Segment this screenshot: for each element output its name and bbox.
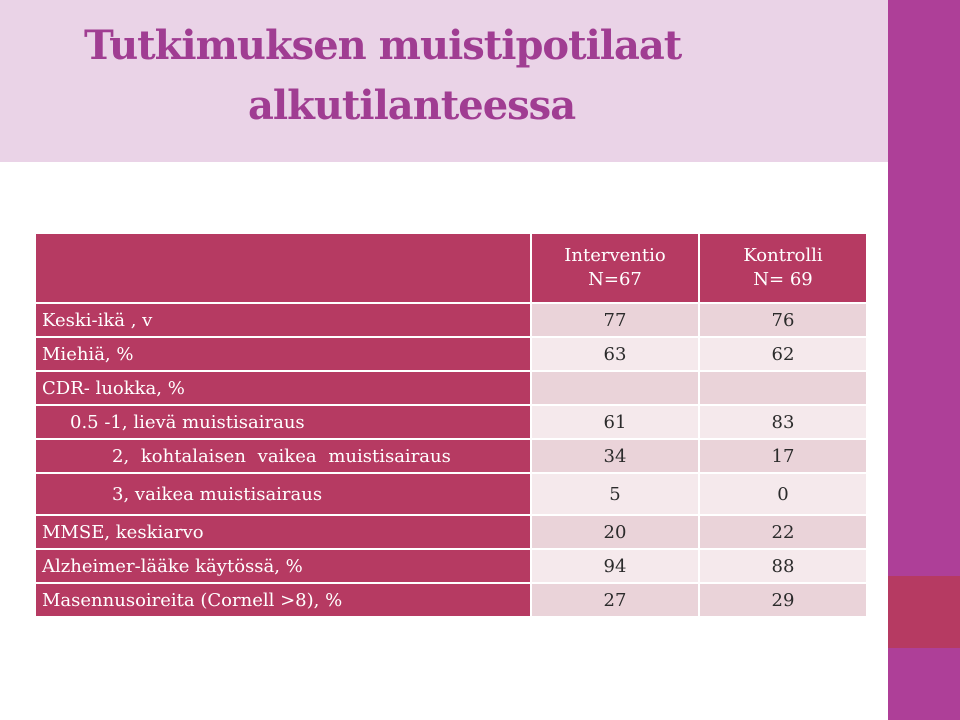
- table-row: Masennusoireita (Cornell >8), % 27 29: [34, 582, 868, 618]
- decorative-accent-block: [888, 576, 960, 648]
- cell-intervention: 94: [530, 548, 700, 584]
- table-row: Miehiä, % 63 62: [34, 336, 868, 372]
- slide-title-line-2: alkutilanteessa: [248, 82, 576, 129]
- table-row: Alzheimer-lääke käytössä, % 94 88: [34, 548, 868, 584]
- table-row: CDR- luokka, %: [34, 370, 868, 406]
- cell-control: 62: [698, 336, 868, 372]
- cell-control: 83: [698, 404, 868, 440]
- header-control-n: N= 69: [753, 269, 813, 290]
- table-row: 2, kohtalaisen vaikea muistisairaus 34 1…: [34, 438, 868, 474]
- cell-intervention: 61: [530, 404, 700, 440]
- cell-control: 76: [698, 302, 868, 338]
- row-label-age: Keski-ikä , v: [34, 302, 532, 338]
- header-intervention-n: N=67: [588, 269, 642, 290]
- cell-control: 17: [698, 438, 868, 474]
- cell-intervention: 27: [530, 582, 700, 618]
- cell-intervention: 34: [530, 438, 700, 474]
- cell-intervention: 77: [530, 302, 700, 338]
- title-band: [0, 0, 888, 162]
- cell-control: 22: [698, 514, 868, 550]
- row-label-mmse: MMSE, keskiarvo: [34, 514, 532, 550]
- cell-intervention: 20: [530, 514, 700, 550]
- slide-title-line-1: Tutkimuksen muistipotilaat: [84, 22, 682, 69]
- table-row: Keski-ikä , v 77 76: [34, 302, 868, 338]
- header-intervention: Interventio N=67: [530, 232, 700, 304]
- row-label-cdr-mild: 0.5 -1, lievä muistisairaus: [34, 404, 532, 440]
- table-header-row: Interventio N=67 Kontrolli N= 69: [34, 232, 868, 304]
- row-label-depression: Masennusoireita (Cornell >8), %: [34, 582, 532, 618]
- row-label-men: Miehiä, %: [34, 336, 532, 372]
- header-empty-cell: [34, 232, 532, 304]
- cell-control: [698, 370, 868, 406]
- row-label-cdr-moderate: 2, kohtalaisen vaikea muistisairaus: [34, 438, 532, 474]
- cell-intervention: 5: [530, 472, 700, 516]
- header-control: Kontrolli N= 69: [698, 232, 868, 304]
- table-row: MMSE, keskiarvo 20 22: [34, 514, 868, 550]
- cell-control: 88: [698, 548, 868, 584]
- cell-control: 29: [698, 582, 868, 618]
- row-label-alzheimer-medication: Alzheimer-lääke käytössä, %: [34, 548, 532, 584]
- header-intervention-name: Interventio: [564, 245, 666, 266]
- cell-intervention: 63: [530, 336, 700, 372]
- row-label-cdr-severe: 3, vaikea muistisairaus: [34, 472, 532, 516]
- row-label-cdr: CDR- luokka, %: [34, 370, 532, 406]
- table-row: 0.5 -1, lievä muistisairaus 61 83: [34, 404, 868, 440]
- cell-control: 0: [698, 472, 868, 516]
- table-row: 3, vaikea muistisairaus 5 0: [34, 472, 868, 516]
- cell-intervention: [530, 370, 700, 406]
- slide-title: Tutkimuksen muistipotilaat alkutilantees…: [84, 16, 874, 136]
- header-control-name: Kontrolli: [743, 245, 823, 266]
- baseline-characteristics-table: Interventio N=67 Kontrolli N= 69 Keski-i…: [34, 232, 868, 618]
